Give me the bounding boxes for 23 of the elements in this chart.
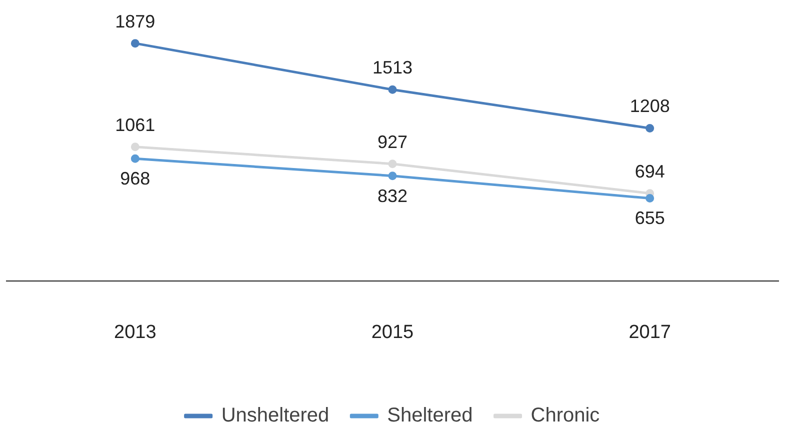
legend-label: Unsheltered [221,404,330,427]
data-label: 968 [120,168,150,189]
x-tick-label: 2013 [114,322,156,343]
data-label: 655 [634,208,665,228]
point [130,142,140,152]
x-tick-label: 2017 [628,322,671,343]
x-tick-label: 2015 [371,322,414,343]
point [130,154,140,163]
point [130,39,140,48]
point [646,194,654,203]
legend-label: Chronic [530,404,600,427]
data-label: 1879 [115,11,156,32]
point [388,172,397,180]
data-label: 1061 [115,114,156,135]
data-label: 694 [634,161,665,182]
point [388,160,397,168]
data-label: 1513 [372,58,413,78]
point [646,124,654,133]
data-label: 927 [377,132,408,152]
legend-label: Sheltered [387,404,473,427]
point [388,85,397,94]
data-label: 832 [377,186,408,206]
data-label: 1208 [630,96,670,116]
